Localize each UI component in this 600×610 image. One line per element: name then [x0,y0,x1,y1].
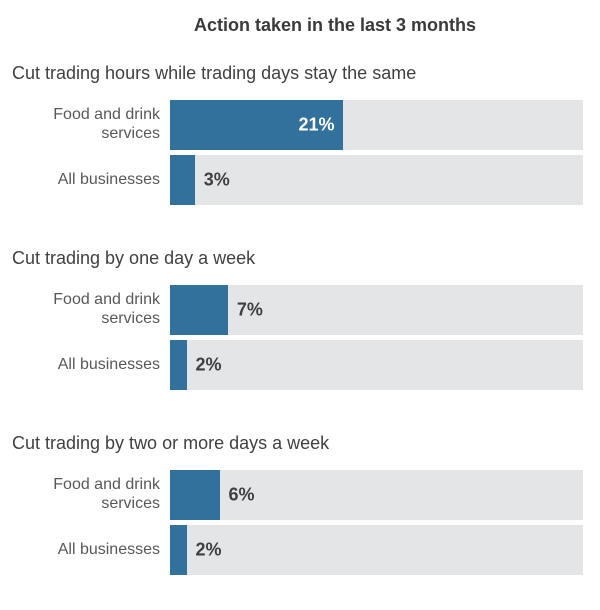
bar-fill [170,285,228,335]
category-label: All businesses [57,170,160,188]
bar-track: 2% [170,340,583,390]
bar-fill [170,340,187,390]
bar-fill [170,525,187,575]
chart-group-1: Cut trading hours while trading days sta… [0,60,600,205]
value-label: 7% [236,299,263,320]
bar-track: 3% [170,155,583,205]
bar-row: Food and drink services 6% [0,470,583,520]
bar-track: 21% [170,100,583,150]
bar-fill [170,100,344,150]
section-heading-3: Cut trading by two or more days a week [12,433,330,453]
bar-track: 6% [170,470,583,520]
value-label: 6% [228,484,255,505]
chart-title: Action taken in the last 3 months [193,15,477,35]
value-label: 3% [203,169,230,190]
category-label: Food and drink services [53,476,160,512]
value-label: 2% [195,354,222,375]
section-heading-2: Cut trading by one day a week [12,248,256,268]
bar-row: Food and drink services 7% [0,285,583,335]
bar-fill [170,155,195,205]
category-label: All businesses [57,540,160,558]
category-label: All businesses [57,355,160,373]
value-label: 21% [298,114,335,135]
bar-track: 7% [170,285,583,335]
grouped-bar-chart: Action taken in the last 3 months Cut tr… [0,15,600,575]
bar-fill [170,470,220,520]
section-heading-1: Cut trading hours while trading days sta… [12,63,417,83]
bar-row: All businesses 2% [0,340,583,390]
bar-row: Food and drink services 21% [0,100,583,150]
value-label: 2% [195,539,222,560]
chart-group-3: Cut trading by two or more days a week F… [0,430,600,575]
category-label: Food and drink services [53,106,160,142]
bar-row: All businesses 3% [0,155,583,205]
chart-group-2: Cut trading by one day a week Food and d… [0,245,600,390]
bar-row: All businesses 2% [0,525,583,575]
bar-track: 2% [170,525,583,575]
category-label: Food and drink services [53,291,160,327]
